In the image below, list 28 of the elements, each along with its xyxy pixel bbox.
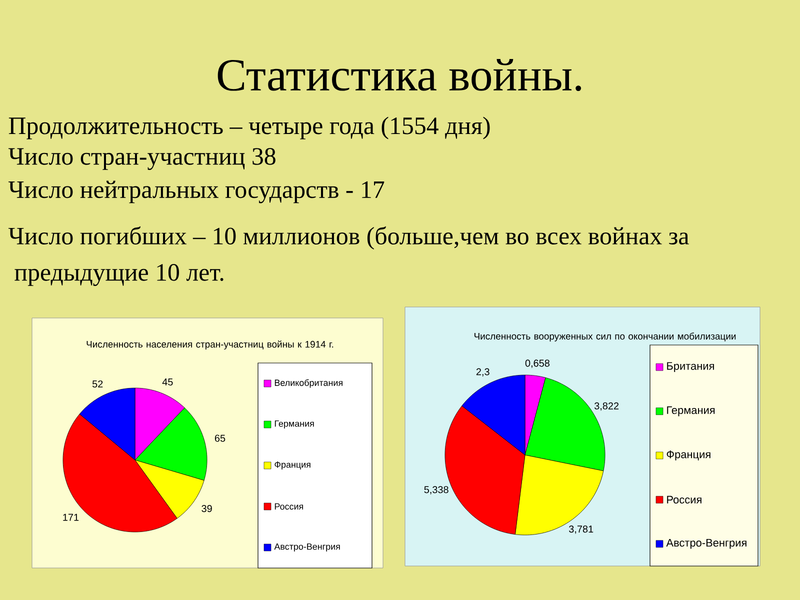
legend-label: Австро-Венгрия [274,543,340,552]
legend-label: Великобритания [274,379,342,388]
text: предыдущие 10 лет. [14,264,224,286]
legend-label: Россия [667,496,702,504]
legend-label: Франция [274,461,310,470]
data-label: 171 [63,514,79,521]
text: Число нейтральных государств - 17 [8,180,384,204]
data-label: 2,3 [476,368,490,376]
data-label: 65 [214,434,226,442]
data-label: 39 [202,505,212,512]
legend-label: Германия [274,420,314,429]
data-label: 52 [92,380,103,388]
legend-label: Германия [667,406,715,416]
legend-label: Британия [667,362,714,372]
data-label: 5,338 [424,486,448,494]
text: Число погибших – 10 миллионов (больше,чем во всех войнах за [8,226,689,250]
legend-label: Россия [274,503,303,510]
text: Число стран-участниц 38 [8,148,276,170]
chart-title: Численность вооруженных сил по окончании мобилизации [474,332,736,342]
data-label: 45 [162,378,173,386]
text: Продолжительность – четыре года (1554 дня) [8,116,490,140]
data-label: 0,658 [525,360,550,368]
data-label: 3,822 [594,402,619,411]
legend-label: Австро-Венгрия [666,538,746,549]
text: Статистика войны. [218,58,582,92]
data-label: 3,781 [569,526,594,534]
legend-label: Франция [666,450,710,460]
chart-title: Численность населения стран-участниц войны к 1914 г. [86,340,334,350]
